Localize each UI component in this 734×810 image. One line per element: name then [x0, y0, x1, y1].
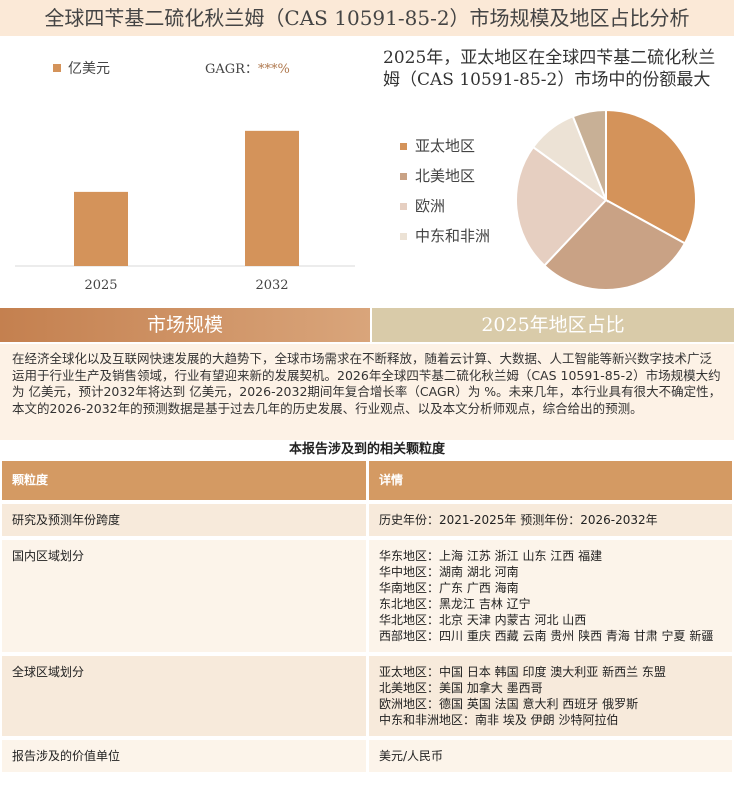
row-label: 研究及预测年份跨度	[2, 504, 366, 536]
gagr-value: ***%	[258, 62, 290, 77]
row-detail: 华东地区：上海 江苏 浙江 山东 江西 福建 华中地区：湖南 湖北 河南 华南地区：…	[369, 540, 732, 652]
row-label: 全球区域划分	[2, 656, 366, 736]
pie-slice	[515, 145, 608, 268]
bar-chart: 亿美元 GAGR：***% 2025 2032	[15, 61, 355, 293]
pie-legend: 亚太地区北美地区欧洲中东和非洲	[400, 136, 490, 256]
legend-label: 亿美元	[68, 61, 110, 77]
table-row: 研究及预测年份跨度 历史年份：2021-2025年 预测年份：2026-2032年	[2, 504, 732, 536]
legend-swatch	[400, 203, 407, 210]
pie-slice	[571, 108, 607, 201]
legend-item: 中东和非洲	[400, 226, 490, 256]
legend-label: 北美地区	[415, 167, 476, 185]
table-row: 全球区域划分 亚太地区：中国 日本 韩国 印度 澳大利亚 新西兰 东盟 北美地区：美…	[2, 656, 732, 736]
legend-label: 欧洲	[415, 197, 446, 215]
page-title: 全球四苄基二硫化秋兰姆（CAS 10591-85-2）市场规模及地区占比分析	[0, 0, 734, 36]
x-tick-label: 2025	[84, 278, 117, 293]
pie-chart	[515, 108, 697, 291]
detail-line: 华东地区：上海 江苏 浙江 山东 江西 福建	[379, 549, 603, 563]
pie-slice	[542, 198, 687, 291]
row-label: 国内区域划分	[2, 540, 366, 652]
detail-line: 华中地区：湖南 湖北 河南	[379, 565, 519, 579]
detail-line: 北美地区：美国 加拿大 墨西哥	[379, 681, 543, 695]
table: 颗粒度 详情 研究及预测年份跨度 历史年份：2021-2025年 预测年份：202…	[2, 461, 732, 776]
header-cell: 详情	[369, 461, 732, 500]
row-detail: 历史年份：2021-2025年 预测年份：2026-2032年	[369, 504, 732, 536]
detail-line: 历史年份：2021-2025年 预测年份：2026-2032年	[379, 513, 658, 527]
pie-slice	[605, 108, 697, 245]
legend-item: 北美地区	[400, 166, 490, 196]
table-row: 报告涉及的价值单位 美元/人民币	[2, 740, 732, 772]
bar	[74, 191, 128, 266]
header-cell: 颗粒度	[2, 461, 366, 500]
detail-line: 欧洲地区：德国 英国 法国 意大利 西班牙 俄罗斯	[379, 697, 639, 711]
legend-label: 亚太地区	[415, 137, 476, 155]
table-row: 国内区域划分 华东地区：上海 江苏 浙江 山东 江西 福建 华中地区：湖南 湖北 河…	[2, 540, 732, 652]
table-header: 颗粒度 详情	[2, 461, 732, 500]
legend-swatch	[400, 233, 407, 240]
row-label: 报告涉及的价值单位	[2, 740, 366, 772]
table-title: 本报告涉及到的相关颗粒度	[288, 442, 445, 457]
gagr-label: GAGR：	[205, 62, 258, 77]
bar	[245, 130, 299, 266]
detail-line: 华北地区：北京 天津 内蒙古 河北 山西	[379, 613, 587, 627]
paragraph: 在经济全球化以及互联网快速发展的大趋势下，全球市场需求在不断释放，随着云计算、大…	[0, 344, 734, 440]
legend-label: 中东和非洲	[415, 227, 491, 245]
pie-title: 2025年，亚太地区在全球四苄基二硫化秋兰姆（CAS 10591-85-2）市场…	[383, 48, 716, 90]
row-detail: 美元/人民币	[369, 740, 732, 772]
legend-swatch	[400, 143, 407, 150]
detail-line: 中东和非洲地区：南非 埃及 伊朗 沙特阿拉伯	[379, 713, 619, 727]
legend-item: 欧洲	[400, 196, 490, 226]
x-tick-label: 2032	[255, 278, 288, 293]
section-header: 市场规模	[0, 308, 370, 342]
section-header: 2025年地区占比	[372, 308, 734, 342]
gagr: GAGR：***%	[205, 62, 290, 77]
row-detail: 亚太地区：中国 日本 韩国 印度 澳大利亚 新西兰 东盟 北美地区：美国 加拿大 …	[369, 656, 732, 736]
detail-line: 西部地区：四川 重庆 西藏 云南 贵州 陕西 青海 甘肃 宁夏 新疆	[379, 629, 714, 643]
legend-item: 亚太地区	[400, 136, 490, 166]
legend-swatch	[400, 173, 407, 180]
detail-line: 东北地区：黑龙江 吉林 辽宁	[379, 597, 531, 611]
legend-swatch	[53, 64, 61, 72]
detail-line: 美元/人民币	[379, 749, 444, 763]
detail-line: 亚太地区：中国 日本 韩国 印度 澳大利亚 新西兰 东盟	[379, 665, 666, 679]
detail-line: 华南地区：广东 广西 海南	[379, 581, 519, 595]
